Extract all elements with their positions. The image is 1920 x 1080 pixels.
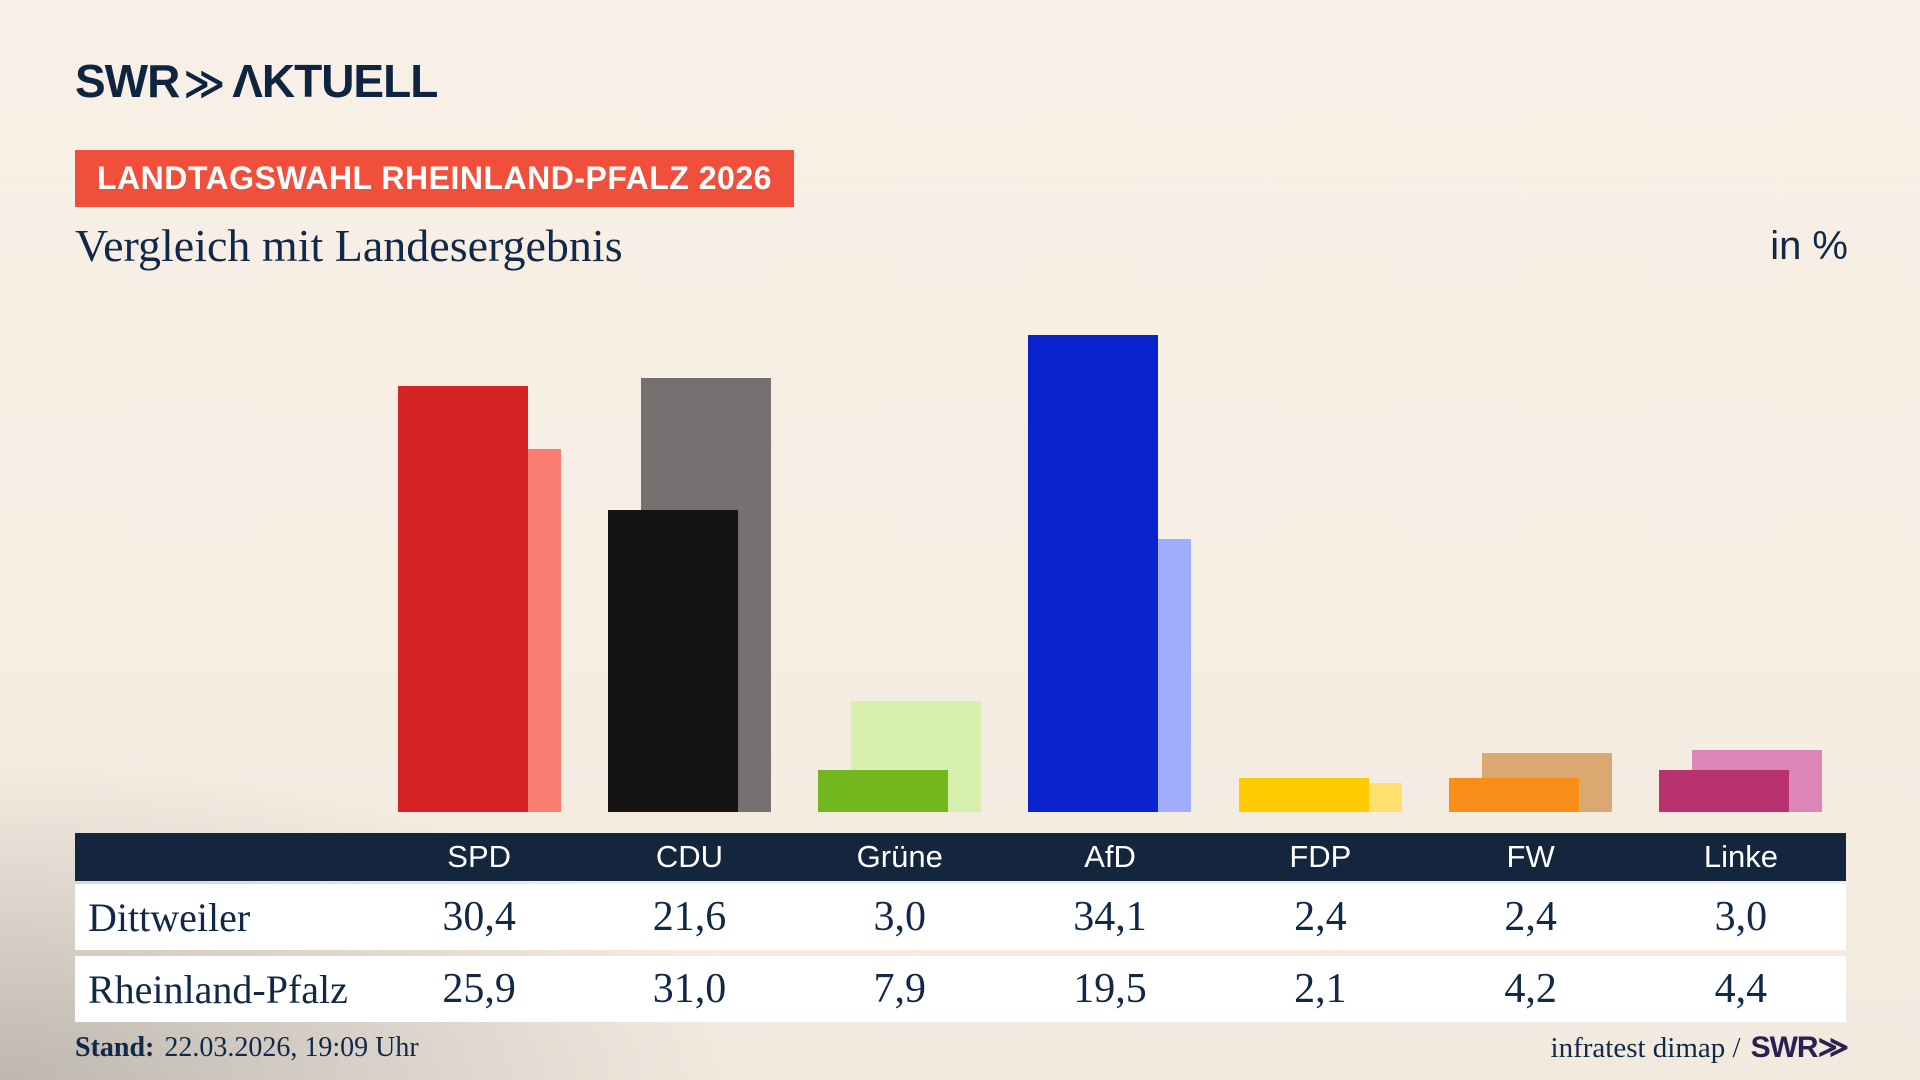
value-grüne-rheinland-pfalz: 7,9	[873, 966, 926, 1012]
value-afd-rheinland-pfalz: 19,5	[1073, 966, 1147, 1012]
swr-logo-chevrons-icon: ≫	[183, 61, 225, 107]
value-grüne-dittweiler: 3,0	[873, 894, 926, 940]
table-header-row: SPD CDU Grüne AfD FDP FW Linke	[75, 833, 1846, 881]
value-linke-rheinland-pfalz: 4,4	[1714, 966, 1768, 1012]
value-fdp-rheinland-pfalz: 2,1	[1294, 966, 1347, 1012]
stand-label: Stand:	[75, 1032, 155, 1063]
column-header-fw: FW	[1506, 839, 1555, 874]
unit-label: in %	[1770, 224, 1848, 268]
value-fw-rheinland-pfalz: 4,2	[1504, 966, 1557, 1012]
aktuell-wordmark: ΛKTUELL	[232, 55, 438, 107]
value-fdp-dittweiler: 2,4	[1294, 894, 1347, 940]
value-afd-dittweiler: 34,1	[1073, 894, 1147, 940]
value-fw-dittweiler: 2,4	[1504, 894, 1557, 940]
swr-aktuell-logo: SWR ≫ ΛKTUELL	[75, 55, 438, 107]
bar-dittweiler-fw	[1449, 778, 1579, 812]
column-header-fdp: FDP	[1289, 839, 1352, 874]
table-row-dittweiler: Dittweiler 30,4 21,6 3,0 34,1 2,4 2,4 3,0	[75, 884, 1846, 950]
value-cdu-rheinland-pfalz: 31,0	[652, 966, 727, 1012]
results-table: SPD CDU Grüne AfD FDP FW Linke Dittweiler 30,4 21…	[75, 833, 1846, 1022]
value-spd-rheinland-pfalz: 25,9	[442, 966, 516, 1012]
row-label: Dittweiler	[88, 894, 251, 940]
column-header-linke: Linke	[1703, 839, 1778, 874]
timestamp: Stand: 22.03.2026, 19:09 Uhr	[75, 1032, 419, 1064]
election-badge: LANDTAGSWAHL RHEINLAND-PFALZ 2026	[75, 150, 794, 207]
column-header-grüne: Grüne	[856, 839, 943, 874]
bar-dittweiler-grüne	[818, 770, 949, 812]
value-spd-dittweiler: 30,4	[442, 894, 516, 940]
bar-dittweiler-spd	[397, 386, 528, 812]
bar-dittweiler-fdp	[1238, 778, 1369, 812]
bar-dittweiler-afd	[1028, 335, 1159, 812]
swr-wordmark: SWR	[75, 55, 180, 107]
bar-dittweiler-cdu	[607, 510, 738, 812]
source-text: infratest dimap /	[1550, 1032, 1741, 1064]
swr-logo-small: SWR≫	[1750, 1031, 1849, 1064]
bar-dittweiler-linke	[1659, 770, 1790, 812]
row-label: Rheinland-Pfalz	[88, 966, 348, 1012]
value-linke-dittweiler: 3,0	[1714, 894, 1768, 940]
stand-value: 22.03.2026, 19:09 Uhr	[164, 1032, 419, 1063]
column-header-afd: AfD	[1084, 839, 1136, 874]
chart-title: Vergleich mit Landesergebnis	[75, 220, 623, 271]
value-cdu-dittweiler: 21,6	[652, 894, 727, 940]
table-row-rheinland-pfalz: Rheinland-Pfalz 25,9 31,0 7,9 19,5 2,1 4,2 4,4	[75, 956, 1846, 1022]
source-credit: infratest dimap / SWR≫	[1550, 1030, 1849, 1065]
column-header-cdu: CDU	[655, 839, 724, 874]
column-header-spd: SPD	[447, 839, 512, 874]
